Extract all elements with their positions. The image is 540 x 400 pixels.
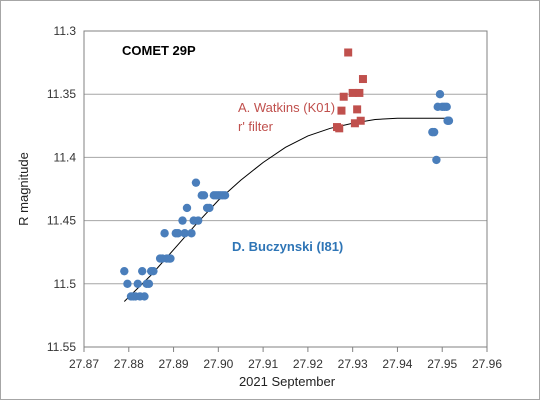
x-tick-label: 27.91 bbox=[248, 357, 278, 371]
data-point-watkins bbox=[337, 106, 346, 115]
data-point-watkins bbox=[339, 92, 348, 101]
data-point-buczynski bbox=[429, 127, 439, 137]
trendline bbox=[123, 117, 449, 302]
data-point-buczynski bbox=[140, 292, 149, 301]
data-point-buczynski bbox=[220, 191, 230, 200]
data-point-buczynski bbox=[442, 102, 451, 112]
plot-area-border bbox=[83, 30, 488, 348]
data-point-buczynski bbox=[133, 279, 142, 288]
data-point-buczynski bbox=[166, 254, 175, 263]
data-point-buczynski bbox=[193, 216, 203, 225]
y-tick-label: 11.35 bbox=[47, 87, 76, 101]
x-tick-label: 27.93 bbox=[338, 357, 368, 371]
x-tick-label: 27.89 bbox=[159, 357, 189, 371]
data-point-buczynski bbox=[149, 266, 158, 276]
data-point-watkins bbox=[335, 124, 344, 133]
data-point-buczynski bbox=[123, 279, 132, 288]
x-tick-label: 27.90 bbox=[203, 357, 233, 371]
y-axis-title: R magnitude bbox=[16, 152, 31, 226]
data-point-watkins bbox=[353, 105, 362, 114]
data-point-watkins bbox=[344, 48, 353, 57]
x-tick-label: 27.88 bbox=[114, 357, 144, 371]
data-point-buczynski bbox=[444, 116, 454, 125]
data-point-buczynski bbox=[191, 178, 201, 187]
data-point-watkins bbox=[358, 75, 367, 84]
data-point-buczynski bbox=[187, 229, 196, 238]
x-tick-labels: 27.87 27.88 27.89 27.90 27.91 27.92 27.93 27.94… bbox=[69, 347, 502, 371]
annotation-watkins: A. Watkins (K01) bbox=[238, 100, 335, 115]
data-point-buczynski bbox=[178, 216, 187, 225]
y-tick-label: 11.5 bbox=[54, 277, 77, 291]
y-tick-label: 11.4 bbox=[54, 150, 77, 164]
data-point-buczynski bbox=[435, 90, 445, 99]
data-point-buczynski bbox=[173, 229, 183, 238]
data-point-buczynski bbox=[205, 203, 214, 213]
x-tick-label: 27.94 bbox=[382, 357, 412, 371]
data-point-buczynski bbox=[138, 266, 147, 276]
x-tick-label: 27.87 bbox=[69, 357, 99, 371]
data-point-watkins bbox=[348, 88, 357, 97]
data-point-buczynski bbox=[144, 279, 154, 288]
data-point-buczynski bbox=[160, 229, 169, 238]
chart-title: COMET 29P bbox=[122, 43, 196, 58]
annotation-filter: r' filter bbox=[238, 119, 274, 134]
x-tick-label: 27.96 bbox=[472, 357, 502, 371]
data-point-buczynski bbox=[180, 229, 189, 238]
y-tick-label: 11.3 bbox=[54, 24, 77, 38]
y-tick-labels: 11.3 11.35 11.4 11.45 11.5 11.55 bbox=[47, 24, 76, 354]
x-axis-title: 2021 September bbox=[239, 374, 336, 389]
data-point-buczynski bbox=[432, 155, 441, 165]
data-point-buczynski bbox=[120, 266, 129, 276]
y-tick-label: 11.45 bbox=[47, 214, 76, 228]
data-point-buczynski bbox=[182, 203, 192, 213]
data-point-watkins bbox=[355, 88, 364, 97]
y-tick-label: 11.55 bbox=[47, 340, 76, 354]
data-point-buczynski bbox=[199, 191, 209, 200]
x-tick-label: 27.95 bbox=[427, 357, 457, 371]
annotation-buczynski: D. Buczynski (I81) bbox=[232, 239, 343, 254]
data-point-watkins bbox=[350, 119, 359, 128]
x-tick-label: 27.92 bbox=[293, 357, 323, 371]
data-point-watkins bbox=[356, 116, 365, 125]
data-points bbox=[120, 48, 454, 301]
